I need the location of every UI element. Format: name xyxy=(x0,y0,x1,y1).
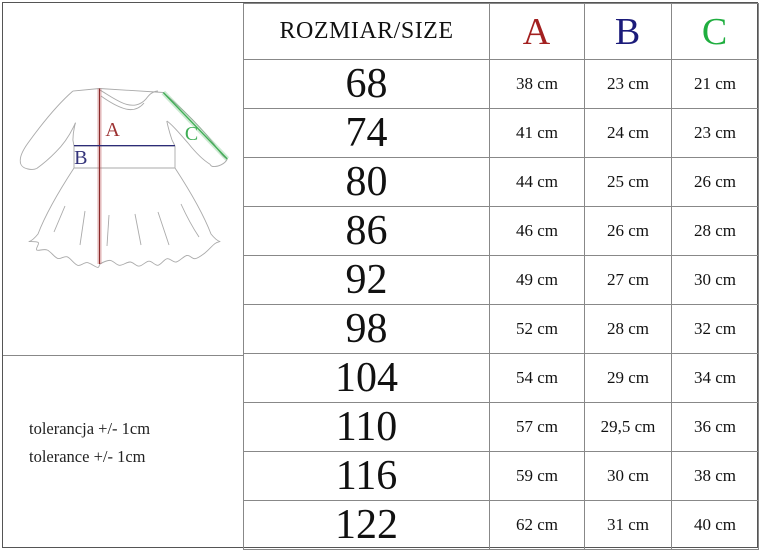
svg-text:B: B xyxy=(74,147,87,169)
svg-text:C: C xyxy=(185,123,198,145)
svg-text:A: A xyxy=(105,119,120,141)
